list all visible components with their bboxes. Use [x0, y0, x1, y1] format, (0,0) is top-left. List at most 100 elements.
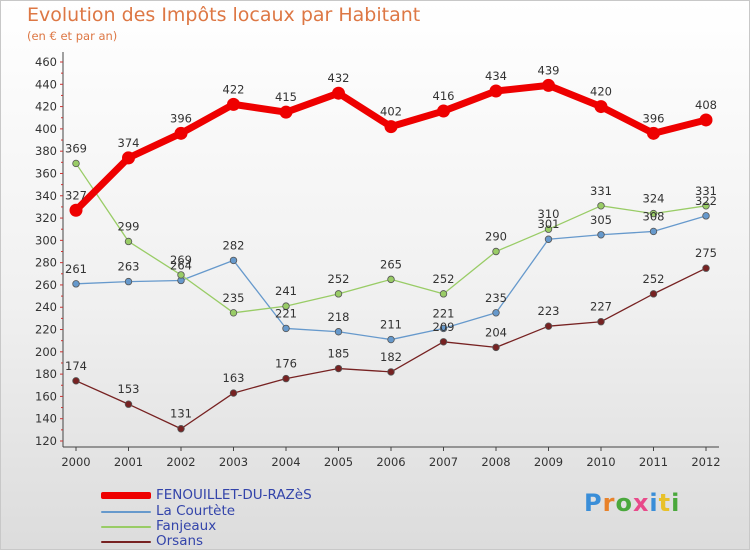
x-tick-label: 2010 [586, 455, 615, 469]
data-label: 174 [65, 359, 87, 373]
data-label: 153 [118, 382, 140, 396]
data-point [282, 324, 290, 333]
y-tick-label: 200 [35, 345, 57, 359]
y-tick-label: 260 [35, 278, 57, 292]
data-point [384, 120, 398, 134]
data-label: 324 [643, 192, 665, 206]
x-tick-label: 2008 [481, 455, 510, 469]
legend-swatch-fanjeaux [101, 526, 151, 528]
x-tick-label: 2006 [376, 455, 405, 469]
data-label: 163 [223, 371, 245, 385]
data-point [177, 271, 185, 279]
data-label: 290 [485, 230, 507, 244]
y-tick-label: 120 [35, 434, 57, 448]
data-label: 235 [223, 291, 245, 305]
data-point [439, 338, 448, 346]
data-label: 252 [328, 272, 350, 286]
data-label: 299 [118, 219, 140, 233]
data-point [594, 100, 608, 114]
data-point [174, 126, 188, 140]
data-point [647, 126, 660, 140]
data-point [122, 151, 135, 165]
data-point [702, 264, 710, 272]
data-label: 261 [65, 262, 87, 276]
data-label: 209 [433, 320, 455, 334]
data-point [72, 159, 80, 168]
data-point [649, 290, 658, 298]
data-point [72, 280, 80, 288]
y-tick-label: 420 [35, 100, 57, 114]
data-point [492, 309, 500, 317]
logo-letter: o [615, 489, 633, 517]
data-point [649, 227, 658, 236]
data-label: 241 [275, 284, 297, 298]
data-label: 204 [485, 325, 507, 339]
data-label: 221 [433, 306, 455, 320]
data-label: 265 [380, 257, 402, 271]
legend-label-fanjeaux: Fanjeaux [156, 518, 217, 534]
data-point [69, 203, 83, 217]
data-point [124, 277, 133, 286]
data-point [489, 84, 503, 98]
data-point [334, 328, 343, 336]
data-label: 396 [170, 111, 192, 125]
data-label: 227 [590, 300, 612, 314]
y-tick-label: 360 [35, 166, 57, 180]
data-label: 415 [275, 90, 297, 104]
data-point [542, 78, 555, 92]
data-point [72, 377, 80, 385]
y-tick-label: 220 [35, 323, 57, 337]
x-tick-label: 2009 [534, 455, 563, 469]
data-point [229, 309, 238, 317]
data-label: 432 [328, 71, 350, 85]
y-tick-label: 280 [35, 256, 57, 270]
data-point [177, 425, 185, 433]
x-tick-label: 2005 [324, 455, 353, 469]
data-label: 301 [538, 217, 560, 231]
data-point [544, 322, 553, 330]
data-label: 305 [590, 213, 612, 227]
x-tick-label: 2002 [166, 455, 195, 469]
logo-letter: r [602, 489, 616, 517]
data-label: 327 [65, 188, 87, 202]
data-point [699, 113, 713, 127]
x-tick-label: 2011 [639, 455, 668, 469]
data-point [227, 97, 240, 111]
logo-letter: P [584, 489, 603, 517]
y-tick-label: 180 [35, 367, 57, 381]
chart-subtitle: (en € et par an) [27, 29, 118, 43]
legend-label-orsans: Orsans [156, 533, 204, 549]
data-label: 264 [170, 258, 192, 272]
y-tick-label: 400 [35, 122, 57, 136]
logo-letter: x [632, 489, 650, 517]
data-point [437, 104, 450, 118]
legend-swatch-fenouillet [101, 492, 151, 499]
data-point [439, 324, 448, 333]
y-tick-label: 380 [35, 144, 57, 158]
data-point [124, 400, 133, 408]
y-tick-label: 320 [35, 211, 57, 225]
x-tick-label: 2000 [61, 455, 90, 469]
chart-title: Evolution des Impôts locaux par Habitant [27, 4, 421, 26]
data-point [124, 237, 133, 246]
data-label: 416 [433, 89, 455, 103]
x-tick-label: 2007 [429, 455, 458, 469]
data-label: 434 [485, 69, 507, 83]
data-label: 322 [695, 194, 717, 208]
data-label: 218 [328, 310, 350, 324]
data-label: 331 [590, 184, 612, 198]
data-label: 223 [538, 304, 560, 318]
y-tick-label: 440 [35, 77, 57, 91]
data-label: 182 [380, 350, 402, 364]
y-tick-label: 140 [35, 412, 57, 426]
data-label: 252 [643, 272, 665, 286]
data-label: 252 [433, 272, 455, 286]
x-tick-label: 2003 [219, 455, 248, 469]
data-label: 282 [223, 238, 245, 252]
x-tick-label: 2012 [691, 455, 720, 469]
data-point [282, 374, 290, 383]
data-point [702, 202, 710, 210]
data-label: 308 [643, 209, 665, 223]
data-point [544, 235, 553, 243]
